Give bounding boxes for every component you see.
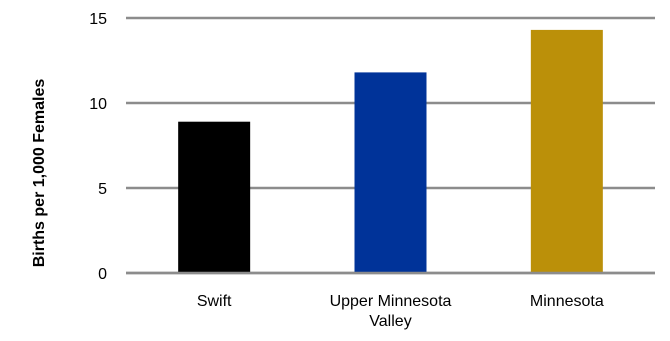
category-label-0: Swift <box>197 293 232 310</box>
y-axis-title: Births per 1,000 Females <box>31 79 48 268</box>
y-tick-label-15: 15 <box>89 11 107 28</box>
bars <box>178 29 603 274</box>
category-label-2: Minnesota <box>530 293 604 310</box>
x-axis-category-labels: Swift Upper Minnesota Valley Minnesota <box>197 293 604 330</box>
category-label-line: Swift <box>197 293 232 310</box>
bar-2 <box>530 29 603 274</box>
category-label-line: Minnesota <box>530 293 604 310</box>
y-tick-label-5: 5 <box>98 181 107 198</box>
y-axis-tick-labels: 0 5 10 15 <box>89 11 107 283</box>
category-label-line: Valley <box>369 313 411 330</box>
bar-1 <box>354 72 427 274</box>
category-label-1: Upper Minnesota Valley <box>330 293 452 330</box>
bar-0 <box>178 121 251 273</box>
category-label-line: Upper Minnesota <box>330 293 452 310</box>
y-tick-label-10: 10 <box>89 96 107 113</box>
y-tick-label-0: 0 <box>98 266 107 283</box>
